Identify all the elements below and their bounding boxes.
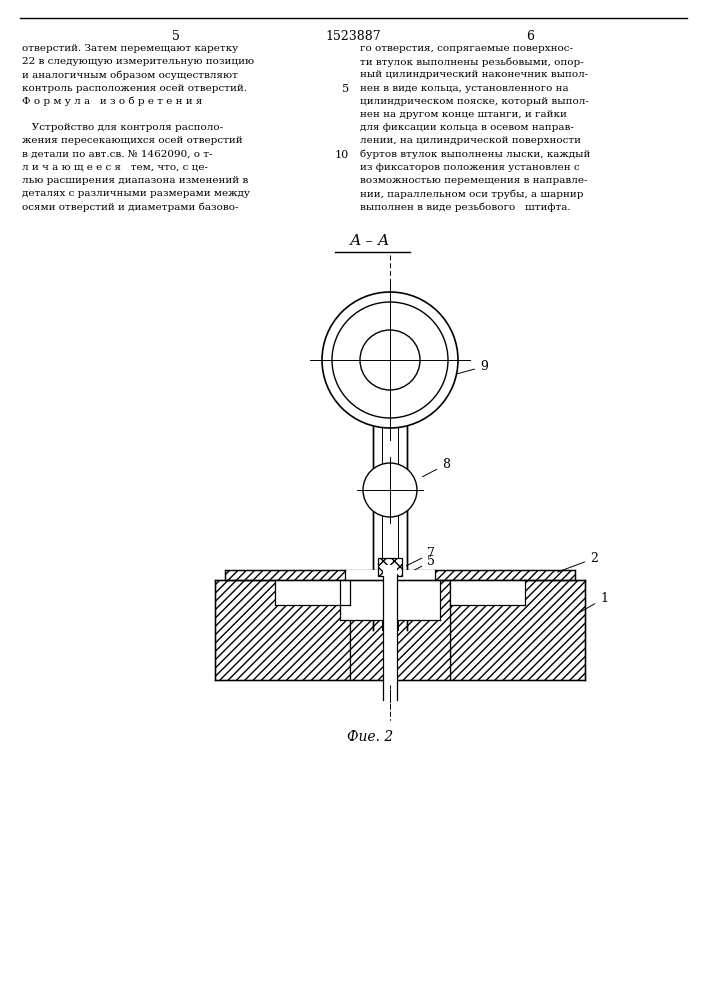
Text: нии, параллельном оси трубы, а шарнир: нии, параллельном оси трубы, а шарнир — [360, 189, 583, 199]
Text: го отверстия, сопрягаемые поверхнос-: го отверстия, сопрягаемые поверхнос- — [360, 44, 573, 53]
Bar — [450, 580, 525, 605]
Bar — [350, 580, 450, 680]
Text: буртов втулок выполнены лыски, каждый: буртов втулок выполнены лыски, каждый — [360, 150, 590, 159]
Text: 6: 6 — [526, 30, 534, 43]
Circle shape — [360, 330, 420, 390]
Text: 10: 10 — [334, 150, 349, 160]
Text: 1: 1 — [578, 592, 608, 614]
Text: 7: 7 — [407, 547, 435, 566]
Bar — [340, 580, 440, 620]
Bar — [345, 570, 435, 580]
Text: 1523887: 1523887 — [325, 30, 381, 43]
Text: 2: 2 — [558, 552, 598, 572]
Circle shape — [332, 302, 448, 418]
Bar — [383, 565, 397, 690]
Text: А – А: А – А — [350, 234, 390, 248]
Text: 5: 5 — [402, 555, 435, 577]
Text: выполнен в виде резьбового   штифта.: выполнен в виде резьбового штифта. — [360, 202, 571, 212]
Text: осями отверстий и диаметрами базово-: осями отверстий и диаметрами базово- — [22, 202, 238, 212]
Text: 5: 5 — [342, 84, 349, 94]
Bar — [275, 580, 350, 605]
Text: 5: 5 — [172, 30, 180, 43]
Text: лении, на цилиндрической поверхности: лении, на цилиндрической поверхности — [360, 136, 581, 145]
Text: Устройство для контроля располо-: Устройство для контроля располо- — [22, 123, 223, 132]
Circle shape — [322, 292, 458, 428]
Bar — [215, 580, 350, 680]
Text: л и ч а ю щ е е с я   тем, что, с це-: л и ч а ю щ е е с я тем, что, с це- — [22, 163, 208, 172]
Text: нен в виде кольца, установленного на: нен в виде кольца, установленного на — [360, 84, 568, 93]
Text: 8: 8 — [423, 458, 450, 477]
Text: цилиндрическом пояске, который выпол-: цилиндрическом пояске, который выпол- — [360, 97, 589, 106]
Text: в детали по авт.св. № 1462090, о т-: в детали по авт.св. № 1462090, о т- — [22, 150, 213, 159]
Text: жения пересекающихся осей отверстий: жения пересекающихся осей отверстий — [22, 136, 243, 145]
Text: отверстий. Затем перемещают каретку: отверстий. Затем перемещают каретку — [22, 44, 238, 53]
Bar — [225, 570, 575, 580]
Text: и аналогичным образом осуществляют: и аналогичным образом осуществляют — [22, 70, 238, 80]
Text: ти втулок выполнены резьбовыми, опор-: ти втулок выполнены резьбовыми, опор- — [360, 57, 584, 67]
Bar — [450, 580, 585, 680]
Text: ный цилиндрический наконечник выпол-: ный цилиндрический наконечник выпол- — [360, 70, 588, 79]
Circle shape — [363, 463, 417, 517]
Text: для фиксации кольца в осевом направ-: для фиксации кольца в осевом направ- — [360, 123, 574, 132]
Text: деталях с различными размерами между: деталях с различными размерами между — [22, 189, 250, 198]
Text: 9: 9 — [456, 360, 488, 374]
Bar — [373, 423, 407, 630]
Text: нен на другом конце штанги, и гайки: нен на другом конце штанги, и гайки — [360, 110, 567, 119]
Text: контроль расположения осей отверстий.: контроль расположения осей отверстий. — [22, 84, 247, 93]
Text: Ф о р м у л а   и з о б р е т е н и я: Ф о р м у л а и з о б р е т е н и я — [22, 97, 202, 106]
Text: лью расширения диапазона изменений в: лью расширения диапазона изменений в — [22, 176, 248, 185]
Text: Фие. 2: Фие. 2 — [347, 730, 393, 744]
Text: возможностью перемещения в направле-: возможностью перемещения в направле- — [360, 176, 588, 185]
Bar — [378, 558, 402, 576]
Text: из фиксаторов положения установлен с: из фиксаторов положения установлен с — [360, 163, 580, 172]
Text: 22 в следующую измерительную позицию: 22 в следующую измерительную позицию — [22, 57, 254, 66]
